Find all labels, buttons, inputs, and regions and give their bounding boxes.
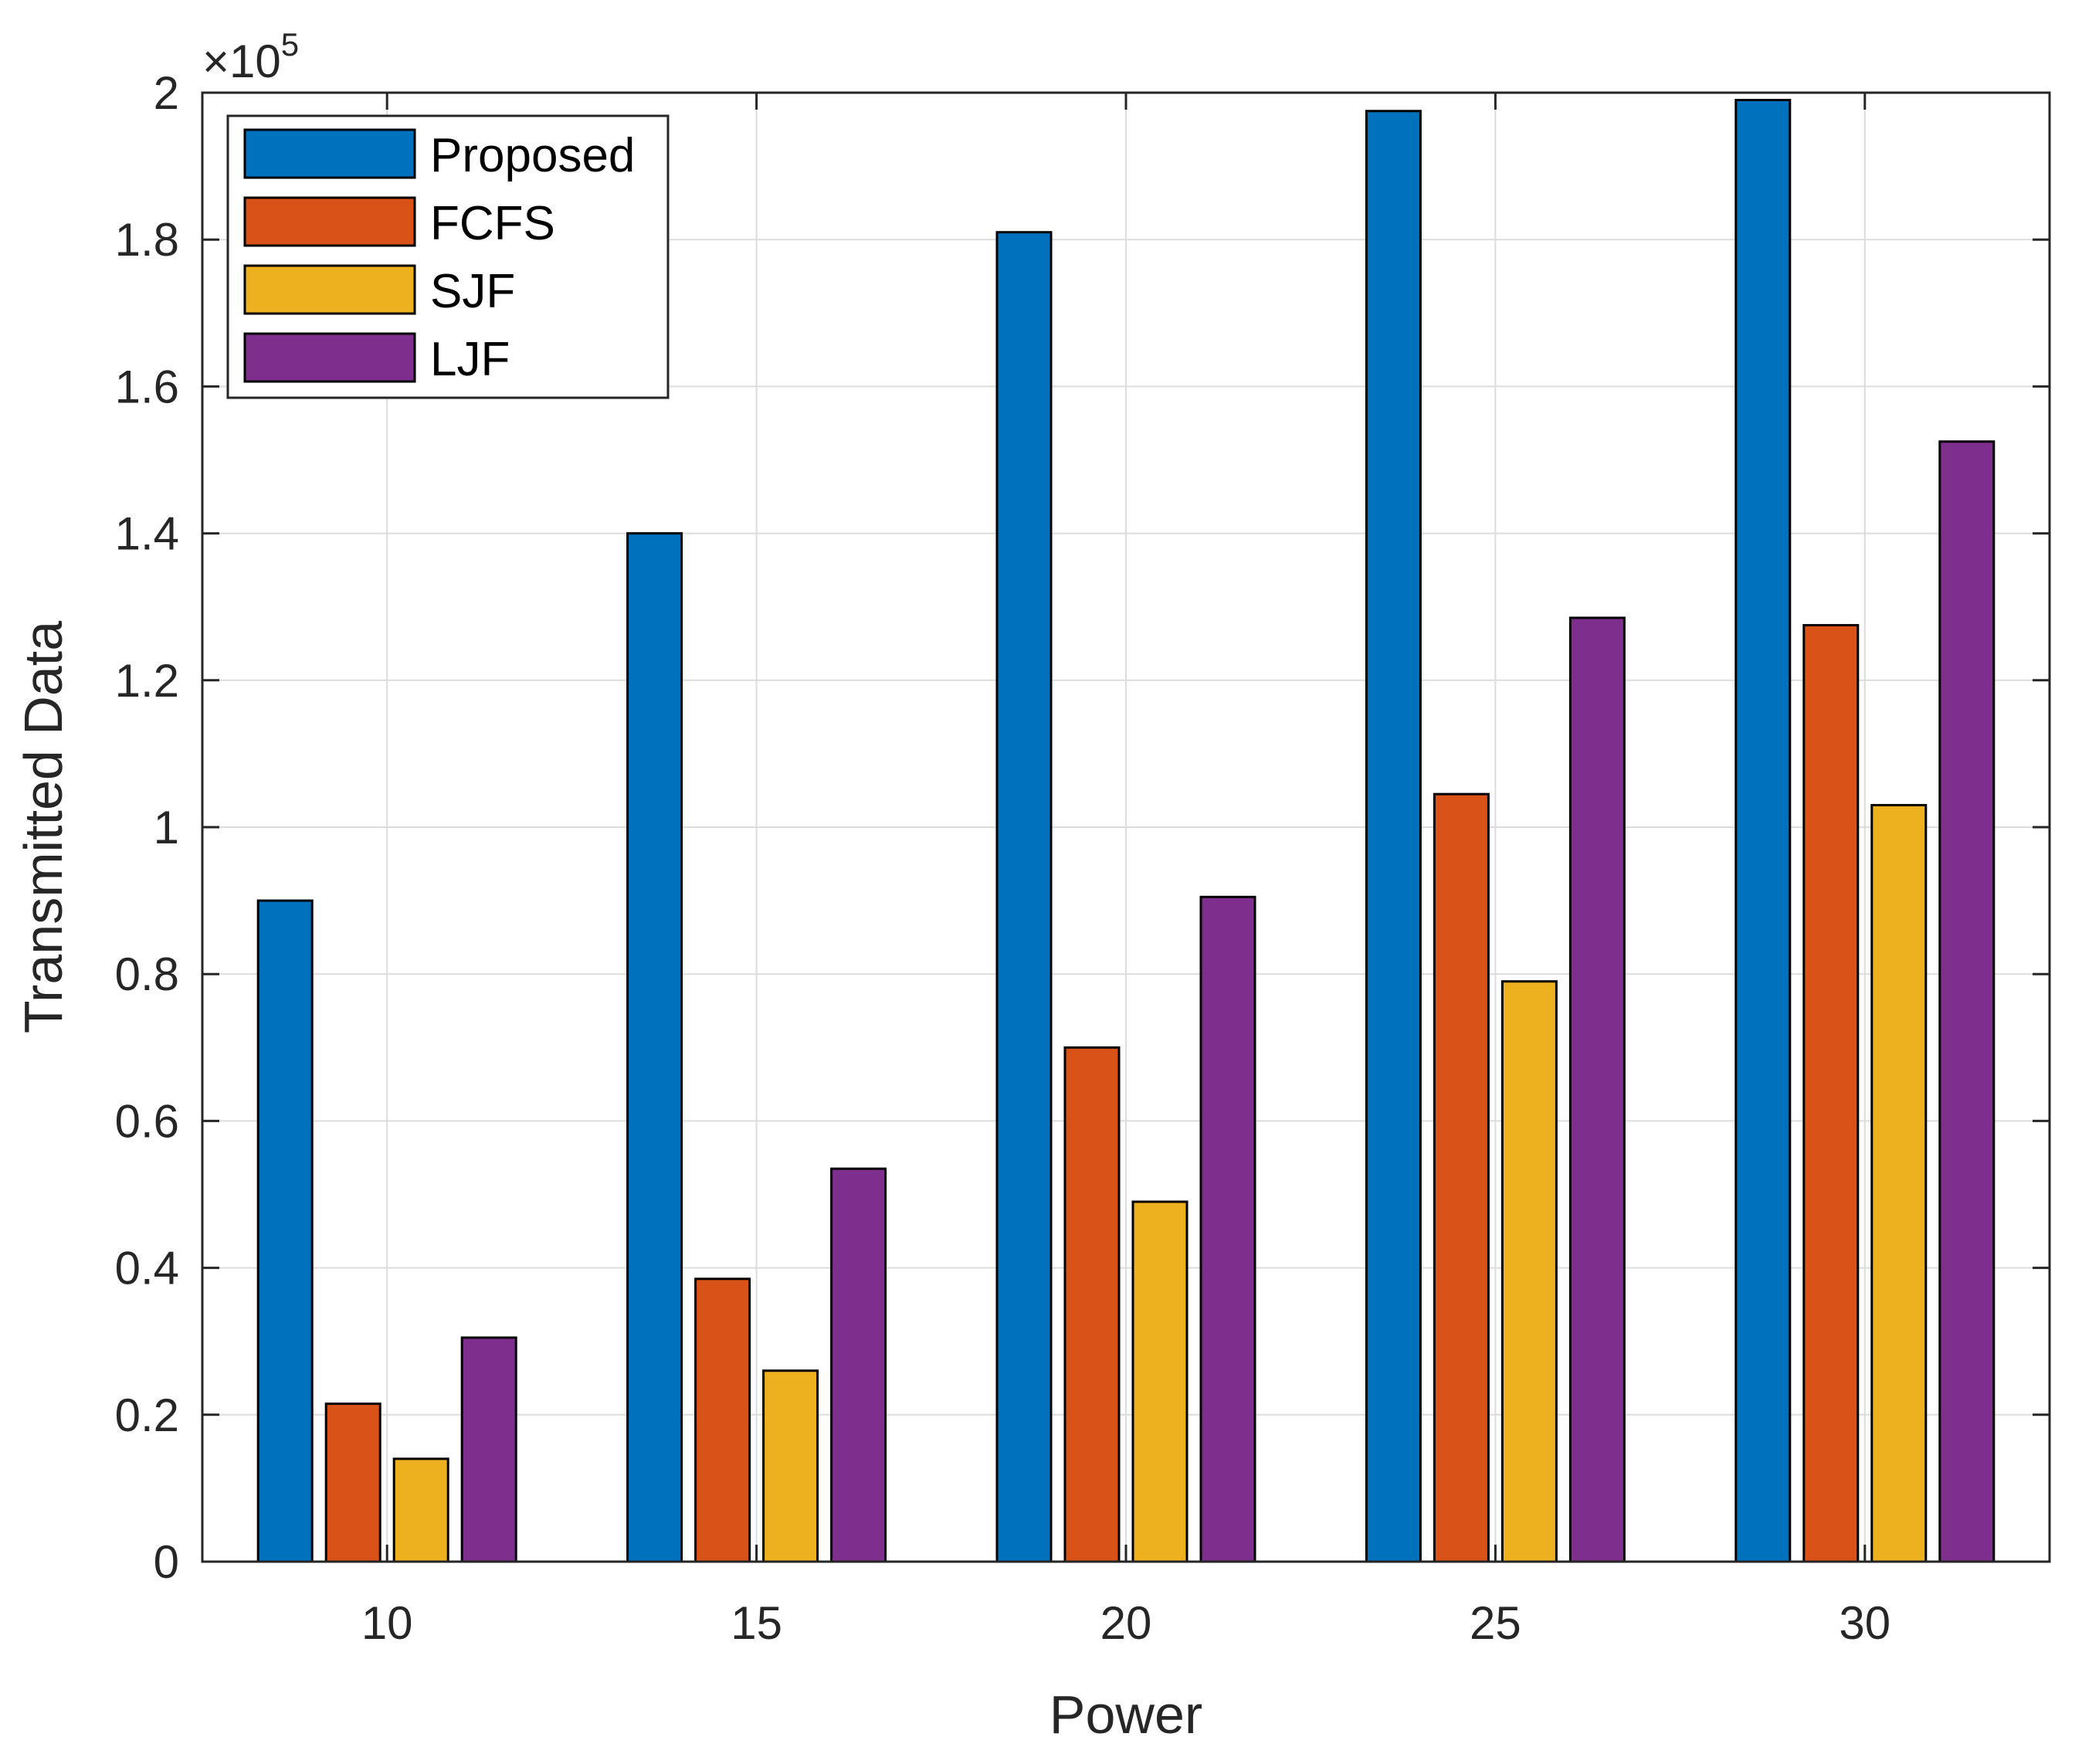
legend-label-proposed: Proposed [430, 129, 635, 182]
y-tick-label: 1.6 [115, 361, 179, 412]
bar-proposed-15 [626, 532, 683, 1563]
x-axis-label: Power [1049, 1684, 1202, 1745]
bar-sjf-10 [392, 1457, 449, 1563]
legend-label-ljf: LJF [430, 333, 510, 386]
legend-swatch-ljf [243, 332, 416, 383]
legend: Proposed FCFS SJF LJF [226, 114, 670, 399]
bar-sjf-15 [762, 1369, 819, 1563]
bar-ljf-30 [1938, 440, 1996, 1563]
y-tick-label: 0 [154, 1536, 179, 1588]
y-tick-label: 0.6 [115, 1095, 179, 1147]
y-tick-label: 1 [154, 802, 179, 853]
y-tick-label: 1.8 [115, 214, 179, 266]
y-tick-label: 0.8 [115, 948, 179, 1000]
y-axis-ticks: 0 0.2 0.4 0.6 0.8 1 1.2 1.4 1.6 1.8 2 [115, 67, 2050, 1588]
y-axis-label: Transmitted Data [13, 621, 73, 1033]
bar-proposed-10 [256, 899, 314, 1563]
bar-sjf-20 [1131, 1200, 1189, 1563]
bar-fcfs-20 [1063, 1046, 1121, 1563]
bar-proposed-30 [1734, 99, 1792, 1563]
x-tick-label: 20 [1100, 1597, 1152, 1649]
y-axis-exponent-power: 5 [281, 26, 299, 63]
bar-proposed-20 [995, 231, 1053, 1563]
y-tick-label: 2 [154, 67, 179, 119]
y-tick-label: 0.2 [115, 1389, 179, 1441]
bar-fcfs-15 [694, 1277, 751, 1563]
x-tick-label: 10 [361, 1597, 413, 1649]
x-axis-ticks: 10 15 20 25 30 [361, 93, 1890, 1649]
y-tick-label: 1.4 [115, 508, 179, 560]
y-axis-exponent: ×105 [202, 26, 299, 87]
x-tick-label: 25 [1470, 1597, 1521, 1649]
bar-ljf-20 [1199, 895, 1256, 1563]
y-tick-label: 1.2 [115, 655, 179, 707]
bar-proposed-25 [1365, 110, 1422, 1563]
legend-swatch-fcfs [243, 196, 416, 247]
legend-swatch-proposed [243, 128, 416, 179]
bar-fcfs-25 [1433, 792, 1490, 1563]
bar-ljf-15 [830, 1167, 887, 1563]
bar-sjf-25 [1500, 980, 1558, 1563]
y-tick-label: 0.4 [115, 1243, 179, 1294]
legend-label-fcfs: FCFS [430, 197, 555, 250]
x-tick-label: 15 [731, 1597, 782, 1649]
bar-fcfs-30 [1802, 623, 1860, 1563]
x-tick-label: 30 [1839, 1597, 1890, 1649]
bar-ljf-10 [460, 1336, 517, 1563]
bar-ljf-25 [1568, 616, 1626, 1563]
legend-label-sjf: SJF [430, 265, 515, 318]
y-axis-exponent-prefix: ×10 [202, 36, 281, 87]
bars [256, 99, 1996, 1563]
bar-fcfs-10 [324, 1403, 381, 1563]
bar-sjf-30 [1870, 803, 1928, 1563]
legend-swatch-sjf [243, 264, 416, 315]
